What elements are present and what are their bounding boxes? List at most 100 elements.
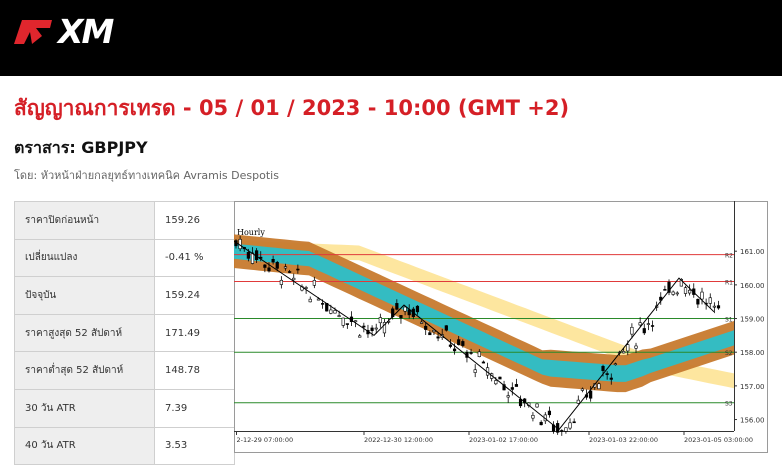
candle-body xyxy=(288,271,292,273)
candle-body xyxy=(700,291,704,300)
stat-value: 159.24 xyxy=(154,276,235,315)
x-tick-label: 2022-12-30 12:00:00 xyxy=(364,436,433,444)
x-tick-label: 2023-01-02 17:00:00 xyxy=(469,436,538,444)
page-title: สัญญาณการเทรด - 05 / 01 / 2023 - 10:00 (… xyxy=(14,96,570,120)
candle-body xyxy=(696,298,700,305)
price-chart[interactable]: Hourly R2 R1 S1 S2 S3 161.00 160.00 159.00 158.00… xyxy=(234,201,768,453)
stat-label: ปัจจุบัน xyxy=(14,276,155,315)
ma-ribbon-outer xyxy=(234,234,734,393)
candle-body xyxy=(630,326,634,335)
candle-body xyxy=(448,344,453,347)
y-tick-label: 157.00 xyxy=(740,383,765,391)
xm-logo-mark-icon xyxy=(14,20,52,44)
candle-body xyxy=(279,279,283,285)
candle-body xyxy=(589,390,593,399)
candle-body xyxy=(345,323,349,325)
table-row: 40 วัน ATR 3.53 xyxy=(14,426,235,466)
candle-body xyxy=(605,373,609,375)
candle-body xyxy=(358,335,362,338)
candle-body xyxy=(263,264,267,268)
candle-body xyxy=(382,322,387,334)
candle-body xyxy=(436,336,440,339)
candle-body xyxy=(246,252,250,259)
candle-body xyxy=(663,289,667,291)
level-label-s3: S3 xyxy=(725,401,733,408)
candle-body xyxy=(679,278,683,287)
candle-body xyxy=(568,422,572,429)
candle-body xyxy=(576,399,580,404)
candle-body xyxy=(312,280,316,286)
xm-logo-text: XM xyxy=(58,12,114,51)
y-tick-label: 156.00 xyxy=(740,417,765,425)
candle-body xyxy=(502,384,506,391)
candle-body xyxy=(675,292,679,295)
candle-body xyxy=(292,277,296,281)
candle-body xyxy=(341,317,345,326)
candle-body xyxy=(535,403,539,408)
candle-body xyxy=(477,351,481,358)
candle-body xyxy=(518,398,523,407)
table-row: ราคาปิดก่อนหน้า 159.26 xyxy=(14,201,235,240)
candle-body xyxy=(650,325,655,327)
candle-body xyxy=(419,321,424,324)
level-label-r1: R1 xyxy=(725,280,733,287)
stat-label: 30 วัน ATR xyxy=(14,388,155,428)
timeframe-label: Hourly xyxy=(237,228,265,237)
candle-body xyxy=(473,369,477,373)
candle-body xyxy=(283,266,288,269)
candle-body xyxy=(683,287,688,294)
candle-body xyxy=(564,427,568,432)
stat-value: 171.49 xyxy=(154,313,235,353)
candle-body xyxy=(646,323,650,325)
stat-value: 3.53 xyxy=(154,426,235,466)
level-label-r2: R2 xyxy=(725,253,733,260)
candle-body xyxy=(560,430,564,432)
candle-body xyxy=(531,415,535,419)
ma-ribbon-inner xyxy=(234,243,734,382)
table-row: ปัจจุบัน 159.24 xyxy=(14,276,235,315)
candle-body xyxy=(572,421,576,424)
author-byline: โดย: หัวหน้าฝ่ายกลยุทธ์ทางเทคนิค Avramis… xyxy=(14,169,279,182)
candle-body xyxy=(457,339,461,345)
candle-body xyxy=(399,315,403,319)
y-tick-label: 158.00 xyxy=(740,349,765,357)
site-header: XM xyxy=(0,0,782,76)
candle-body xyxy=(461,341,465,346)
candle-body xyxy=(510,387,514,390)
candle-body xyxy=(428,332,432,336)
candle-body xyxy=(374,327,378,330)
level-label-s2: S2 xyxy=(725,350,733,357)
candle-body xyxy=(296,268,300,271)
candle-body xyxy=(506,395,510,398)
candle-body xyxy=(580,388,585,391)
x-tick-label: 2023-01-03 22:00:00 xyxy=(589,436,658,444)
candle-body xyxy=(494,380,498,385)
stat-label: ราคาปิดก่อนหน้า xyxy=(14,201,155,240)
candle-body xyxy=(712,305,716,308)
candle-body xyxy=(622,351,626,354)
candle-body xyxy=(626,344,630,352)
candle-body xyxy=(469,352,473,354)
candle-body xyxy=(316,298,321,301)
candle-body xyxy=(452,348,457,352)
candle-body xyxy=(415,305,420,313)
candle-body xyxy=(444,325,448,331)
candle-body xyxy=(362,325,366,328)
table-row: เปลี่ยนแปลง -0.41 % xyxy=(14,238,235,278)
y-tick-label: 161.00 xyxy=(740,248,765,256)
candle-body xyxy=(688,289,692,294)
stat-label: เปลี่ยนแปลง xyxy=(14,238,155,278)
candle-body xyxy=(403,306,407,312)
stat-label: ราคาต่ำสุด 52 สัปดาห์ xyxy=(14,351,155,390)
candle-body xyxy=(671,291,675,295)
candle-body xyxy=(547,410,552,416)
stat-value: 7.39 xyxy=(154,388,235,428)
candle-body xyxy=(308,298,312,303)
table-row: ราคาต่ำสุด 52 สัปดาห์ 148.78 xyxy=(14,351,235,390)
ma-cloud-band xyxy=(234,240,734,389)
stat-value: -0.41 % xyxy=(154,238,235,278)
zigzag-line xyxy=(234,240,715,431)
candle-body xyxy=(638,322,642,326)
candle-body xyxy=(716,305,721,309)
stat-label: ราคาสูงสุด 52 สัปดาห์ xyxy=(14,313,155,353)
